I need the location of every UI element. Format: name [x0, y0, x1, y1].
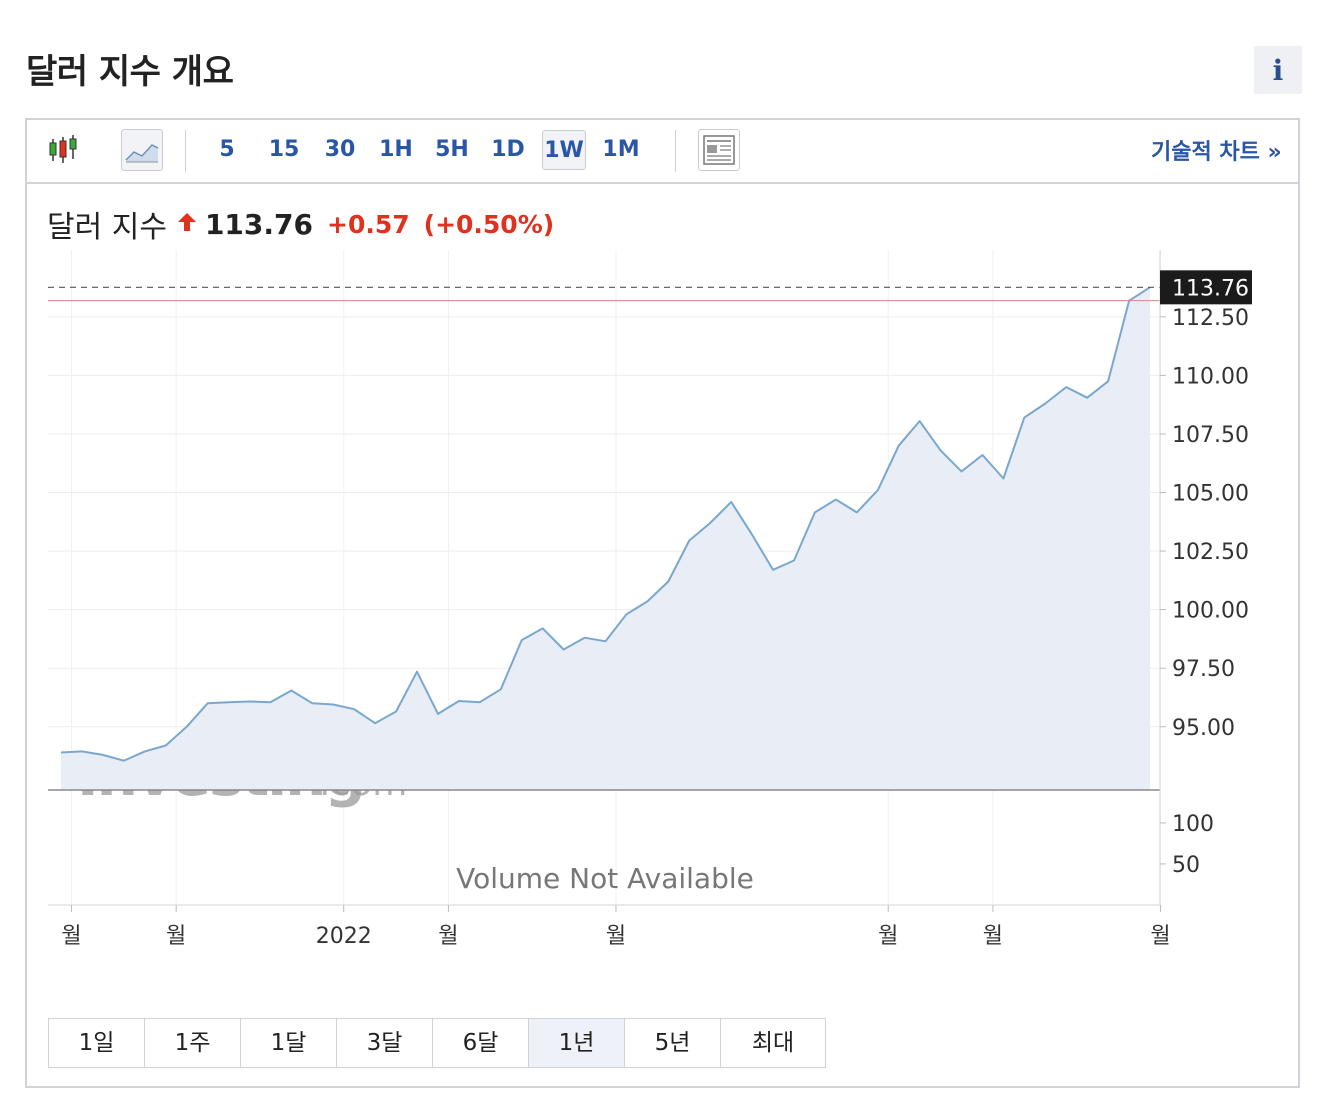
range-5-year[interactable]: 5년: [625, 1019, 721, 1067]
y-tick-label: 97.50: [1172, 657, 1235, 682]
range-1-week[interactable]: 1주: [145, 1019, 241, 1067]
candlestick-chart-icon[interactable]: [45, 129, 87, 171]
y-tick-label: 95.00: [1172, 716, 1235, 741]
instrument-name: 달러 지수: [47, 210, 167, 245]
up-arrow-icon: [177, 211, 197, 237]
last-price-label: 113.76: [1172, 276, 1249, 301]
y-tick-label: 102.50: [1172, 540, 1249, 565]
technical-chart-link[interactable]: 기술적 차트 »: [1151, 140, 1282, 165]
y-tick-label: 105.00: [1172, 482, 1249, 507]
toolbar-divider: [185, 130, 186, 172]
price-line: [60, 286, 1151, 762]
chart-toolbar: 5 15 30 1H 5H 1D 1W 1M 기술적 차트 »: [27, 120, 1298, 184]
range-max[interactable]: 최대: [721, 1019, 825, 1067]
x-tick-label: 월: [983, 924, 1003, 949]
price-chart[interactable]: Investing .com 112.50110.00107.50105.001…: [27, 120, 1298, 1000]
price-change: +0.57: [327, 209, 410, 239]
info-button[interactable]: i: [1254, 46, 1302, 94]
timeframe-1d[interactable]: 1D: [491, 137, 525, 162]
x-axis: 월 월 2022 월 월 월 월 월: [61, 905, 1171, 949]
area-chart-icon[interactable]: [121, 129, 163, 171]
range-1-year[interactable]: 1년: [529, 1019, 625, 1067]
toolbar-divider: [675, 130, 676, 172]
range-selector: 1일 1주 1달 3달 6달 1년 5년 최대: [48, 1018, 826, 1068]
x-tick-label: 2022: [316, 924, 372, 949]
timeframe-30[interactable]: 30: [324, 137, 356, 162]
price-area-fill: [61, 287, 1150, 790]
timeframe-5h[interactable]: 5H: [435, 137, 469, 162]
y-tick-label: 100.00: [1172, 599, 1249, 624]
x-tick-label: 월: [166, 924, 186, 949]
x-tick-label: 월: [878, 924, 898, 949]
volume-tick-label: 50: [1172, 853, 1200, 878]
range-6-month[interactable]: 6달: [433, 1019, 529, 1067]
price-change-percent: (+0.50%): [423, 209, 555, 239]
y-axis: 112.50 110.00 107.50 105.00 102.50 100.00 97.5…: [48, 250, 1252, 906]
range-3-month[interactable]: 3달: [337, 1019, 433, 1067]
page-title: 달러 지수 개요: [26, 52, 234, 92]
last-price: 113.76: [204, 207, 313, 241]
timeframe-1h[interactable]: 1H: [379, 137, 413, 162]
x-tick-label: 월: [61, 924, 81, 949]
y-tick-label: 112.50: [1172, 306, 1249, 331]
timeframe-1m[interactable]: 1M: [602, 137, 640, 162]
quote-summary: 달러 지수 113.76 +0.57 (+0.50%): [47, 202, 554, 246]
last-price-badge: [1160, 270, 1252, 305]
timeframe-15[interactable]: 15: [268, 137, 300, 162]
volume-message: Volume Not Available: [456, 862, 754, 895]
y-tick-label: 107.50: [1172, 423, 1249, 448]
range-1-month[interactable]: 1달: [241, 1019, 337, 1067]
x-tick-label: 월: [438, 924, 458, 949]
x-tick-label: 월: [1150, 924, 1170, 949]
range-1-day[interactable]: 1일: [49, 1019, 145, 1067]
y-tick-label: 110.00: [1172, 364, 1249, 389]
news-layout-icon[interactable]: [698, 129, 740, 171]
price-area-series: [48, 286, 1160, 791]
volume-tick-label: 100: [1172, 812, 1214, 837]
timeframe-5[interactable]: 5: [219, 137, 235, 162]
timeframe-1w[interactable]: 1W: [542, 130, 586, 170]
chart-panel: 5 15 30 1H 5H 1D 1W 1M 기술적 차트 » 달러 지수 11…: [25, 118, 1300, 1088]
x-tick-label: 월: [606, 924, 626, 949]
